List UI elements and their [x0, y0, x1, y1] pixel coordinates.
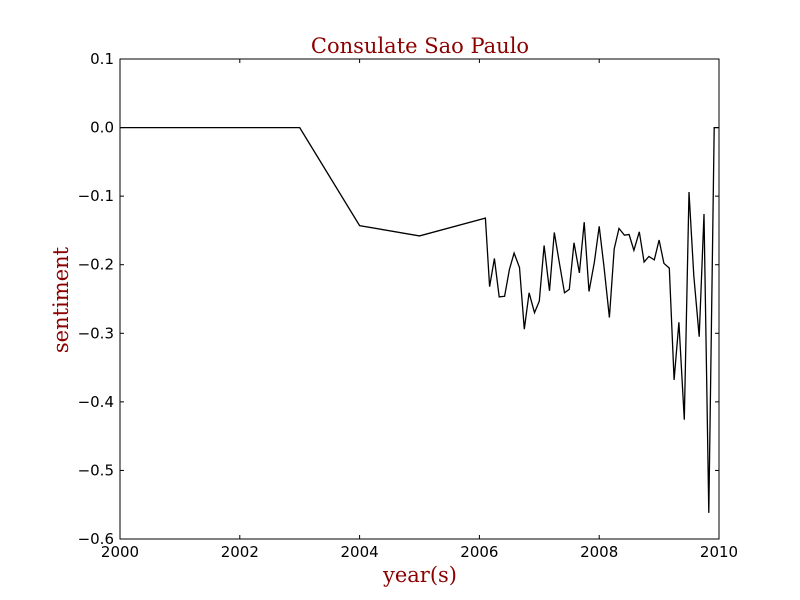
- x-tick-label: 2002: [221, 543, 259, 561]
- y-axis-label: sentiment: [49, 246, 73, 353]
- y-tick-label: −0.5: [78, 461, 114, 479]
- x-tick-label: 2008: [580, 543, 618, 561]
- chart-title: Consulate Sao Paulo: [311, 34, 529, 58]
- x-axis-label: year(s): [382, 563, 457, 587]
- x-tick-label: 2006: [460, 543, 498, 561]
- y-tick-label: 0.1: [90, 50, 114, 68]
- x-tick-label: 2010: [700, 543, 738, 561]
- x-tick-label: 2004: [341, 543, 379, 561]
- y-tick-label: −0.1: [78, 187, 114, 205]
- x-tick-label: 2000: [101, 543, 139, 561]
- y-tick-label: −0.2: [78, 256, 114, 274]
- plot-area: 2000 2002 2004 2006 2008 2010 0.1 0.0 −0.1 −0.2 −0…: [78, 50, 739, 561]
- y-tick-label: 0.0: [90, 119, 114, 137]
- series-line: [120, 126, 719, 513]
- y-tick-label: −0.4: [78, 393, 114, 411]
- y-tick-label: −0.6: [78, 530, 114, 548]
- axes-frame: [119, 58, 720, 540]
- y-tick-label: −0.3: [78, 324, 114, 342]
